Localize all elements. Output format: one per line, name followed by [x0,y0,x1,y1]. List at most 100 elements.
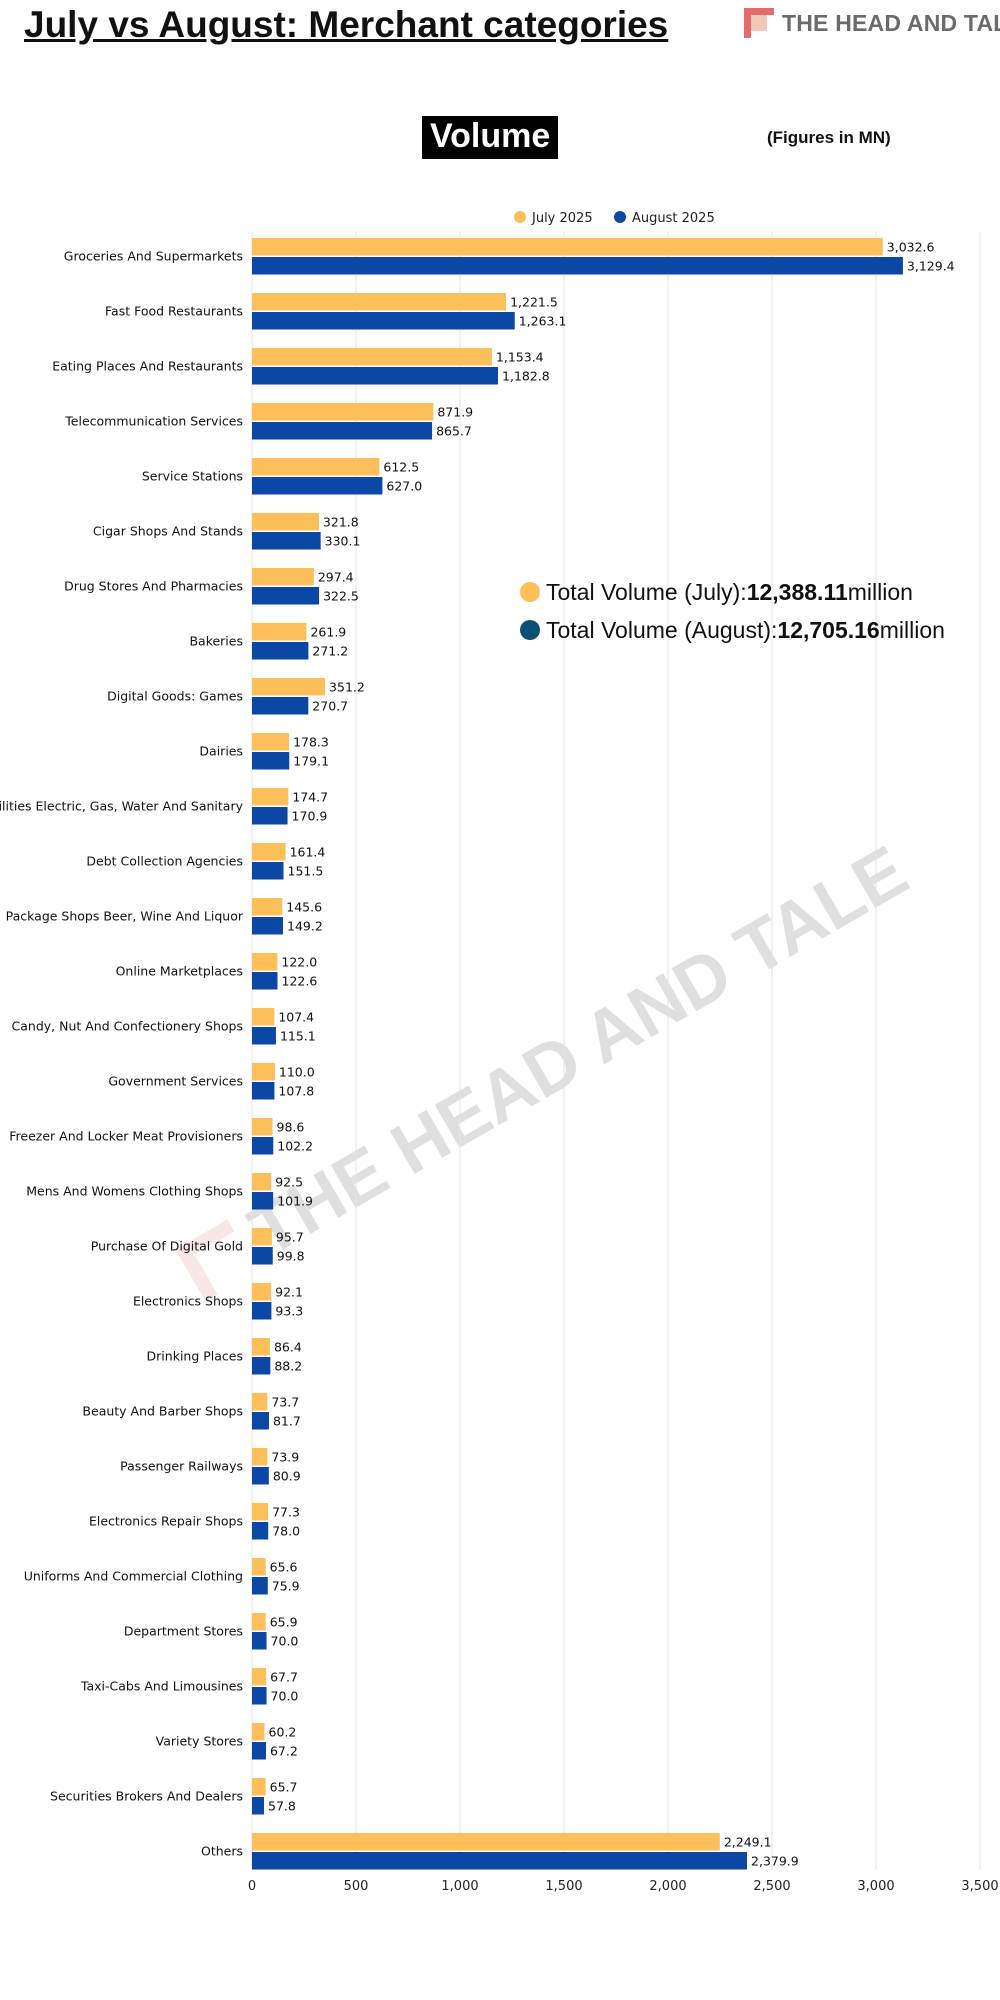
bar [252,1247,273,1265]
figures-note: (Figures in MN) [767,128,891,147]
legend-swatch [614,211,626,223]
bar [252,697,309,715]
data-label: 865.7 [436,424,472,439]
data-label: 2,249.1 [724,1835,772,1850]
bar [252,1668,267,1686]
data-label: 321.8 [323,515,359,530]
data-label: 65.7 [270,1780,298,1795]
data-label: 2,379.9 [751,1854,799,1869]
data-label: 73.9 [271,1450,299,1465]
bar [252,1503,269,1521]
bar [252,1687,267,1705]
total-july-unit: million [847,578,913,605]
brand-name: THE HEAD AND TALE [782,9,1000,36]
category-label: Dairies [199,744,243,759]
category-label: Uniforms And Commercial Clothing [24,1569,243,1584]
bar [252,678,326,696]
category-label: Freezer And Locker Meat Provisioners [9,1129,243,1144]
category-label: Securities Brokers And Dealers [50,1789,243,1804]
category-label: Electronics Repair Shops [89,1514,243,1529]
x-tick-label: 500 [344,1879,369,1894]
data-label: 88.2 [274,1359,302,1374]
totals-panel: Total Volume (July): 12,388.11 million T… [520,573,945,649]
data-label: 57.8 [268,1799,296,1814]
data-label: 101.9 [277,1194,313,1209]
bar [252,348,492,366]
section-title: Volume [422,116,559,160]
bar [252,1412,269,1430]
bar [252,1357,271,1375]
bar [252,1797,265,1815]
bar [252,367,499,385]
data-label: 330.1 [325,534,361,549]
data-label: 145.6 [286,900,322,915]
data-label: 102.2 [277,1139,313,1154]
bar [252,1393,268,1411]
bar [252,458,380,476]
bar [252,733,290,751]
data-label: 98.6 [277,1120,305,1135]
july-dot-icon [520,582,540,602]
category-label: Bakeries [189,634,243,649]
data-label: 161.4 [290,845,326,860]
legend-label: July 2025 [531,211,593,226]
data-label: 1,153.4 [496,350,544,365]
data-label: 297.4 [318,570,354,585]
x-tick-label: 2,000 [649,1879,686,1894]
category-label: Variety Stores [156,1734,243,1749]
data-label: 60.2 [269,1725,297,1740]
data-label: 75.9 [272,1579,300,1594]
bar [252,1338,270,1356]
bar [252,1137,274,1155]
bar [252,312,515,330]
bar [252,513,319,531]
bar [252,1173,272,1191]
data-label: 65.6 [270,1560,298,1575]
brand-logo-icon [744,8,774,38]
x-tick-label: 3,000 [857,1879,894,1894]
data-label: 107.8 [278,1084,314,1099]
bar [252,752,290,770]
bar [252,293,507,311]
data-label: 70.0 [271,1634,299,1649]
bar [252,257,903,275]
bar [252,1723,265,1741]
category-label: Debt Collection Agencies [86,854,243,869]
bar [252,477,383,495]
category-label: Cigar Shops And Stands [93,524,243,539]
data-label: 86.4 [274,1340,302,1355]
bar [252,843,286,861]
category-label: Passenger Railways [120,1459,243,1474]
bar [252,1118,273,1136]
x-tick-label: 3,500 [961,1879,998,1894]
category-label: Telecommunication Services [64,414,243,429]
data-label: 80.9 [273,1469,301,1484]
bar [252,1522,269,1540]
bar [252,862,284,880]
bar [252,917,284,935]
data-label: 115.1 [280,1029,316,1044]
data-label: 65.9 [270,1615,298,1630]
bar [252,788,289,806]
bar [252,1613,266,1631]
bar [252,1063,275,1081]
total-august-value: 12,705.16 [777,616,880,643]
legend-swatch [514,211,526,223]
x-tick-label: 2,500 [753,1879,790,1894]
page-title: July vs August: Merchant categories [24,4,669,45]
bar [252,1302,272,1320]
data-label: 92.1 [275,1285,303,1300]
category-label: Electronics Shops [133,1294,243,1309]
data-label: 322.5 [323,589,359,604]
category-label: Service Stations [142,469,243,484]
data-label: 122.6 [282,974,318,989]
category-label: Purchase Of Digital Gold [91,1239,243,1254]
bar [252,642,309,660]
brand: THE HEAD AND TALE [744,8,1000,38]
data-label: 99.8 [277,1249,305,1264]
category-label: Beauty And Barber Shops [82,1404,243,1419]
bar [252,1192,274,1210]
total-august-label: Total Volume (August): [546,616,778,643]
bar [252,953,278,971]
category-label: Government Services [108,1074,243,1089]
